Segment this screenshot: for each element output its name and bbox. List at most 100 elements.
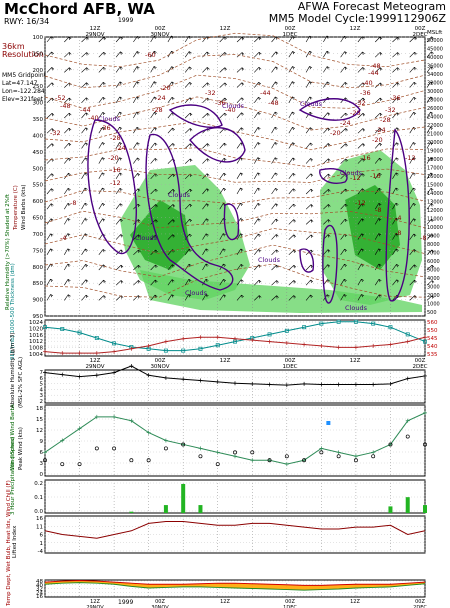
wind-barb xyxy=(374,218,382,225)
wind-barb xyxy=(288,219,296,225)
thickness-point xyxy=(129,346,134,351)
wind-barb xyxy=(392,37,400,43)
height-tick: 4000 xyxy=(427,276,440,282)
temp-label: -24 xyxy=(340,119,351,127)
wind-barb xyxy=(340,66,348,73)
wind-barb xyxy=(426,96,434,103)
wind-barb xyxy=(374,233,382,240)
wind-barb xyxy=(340,248,348,255)
wind-barb xyxy=(98,295,106,301)
wind-barb xyxy=(236,172,244,179)
temperature-line xyxy=(44,580,426,586)
wind-barb xyxy=(167,279,175,286)
time-label-top: 12Z xyxy=(350,26,361,32)
wind-barb xyxy=(374,187,382,195)
wind-barb xyxy=(184,278,192,286)
wind-barb xyxy=(81,157,88,164)
panel-frame-wind xyxy=(44,404,426,477)
peak-wind-point xyxy=(163,446,168,451)
wind-barb xyxy=(202,158,210,164)
precip-tick: 0.2 xyxy=(34,481,43,487)
slp-point xyxy=(405,332,410,337)
height-tick: 28000 xyxy=(427,98,443,104)
wind-barb xyxy=(254,96,261,103)
height-tick: 45000 xyxy=(427,47,443,53)
wind-barb xyxy=(409,111,417,119)
precip-bar xyxy=(405,497,410,513)
height-tick: 13000 xyxy=(427,200,443,206)
wind-speed-point xyxy=(353,454,358,459)
wind-barb xyxy=(357,67,365,73)
temp-label: -16 xyxy=(370,172,381,180)
wind-barb xyxy=(271,187,278,195)
wind-barb xyxy=(271,280,279,286)
temp-label: -40 xyxy=(88,114,99,122)
pressure-tick: 250 xyxy=(33,84,44,90)
slp-point xyxy=(284,328,289,333)
wind-barb xyxy=(305,279,314,286)
wind-tick: 9 xyxy=(40,439,44,445)
humidity-point xyxy=(302,381,307,386)
time-label-top: 00Z xyxy=(285,26,296,32)
cloud-label: Clouds xyxy=(300,100,323,108)
slp-tick: 1020 xyxy=(29,326,43,332)
wind-barb xyxy=(133,295,141,301)
pressure-tick: 350 xyxy=(33,117,44,123)
wind-barb xyxy=(271,203,279,210)
temp-label: -8 xyxy=(375,206,381,214)
wind-barb xyxy=(81,279,89,286)
thickness-point xyxy=(43,349,47,354)
wind-barb xyxy=(271,249,279,256)
wind-barb xyxy=(81,142,89,149)
wind-barb xyxy=(219,279,227,286)
wind-barb xyxy=(150,264,158,271)
wind-barb xyxy=(254,66,262,73)
height-tick: 21000 xyxy=(427,132,443,138)
temp-label: -40 xyxy=(225,106,236,114)
wind-barb xyxy=(150,279,158,286)
wind-barb xyxy=(46,294,54,301)
slp-point xyxy=(319,321,324,326)
wind-barb xyxy=(305,249,314,256)
cloud-label: Clouds xyxy=(345,304,368,312)
wind-barb xyxy=(46,113,55,119)
wind-barb xyxy=(288,36,296,43)
wind-barb xyxy=(184,51,192,58)
wind-barb xyxy=(409,96,417,103)
temp-tick: 48 xyxy=(36,579,43,585)
slp-tick: 1016 xyxy=(29,333,43,339)
wind-barb xyxy=(426,234,434,240)
height-tick: 19000 xyxy=(427,149,443,155)
wind-barb xyxy=(115,157,123,164)
cloud-outline xyxy=(322,224,338,304)
gridpoint-line-2: Lon=-122.284 xyxy=(2,88,45,95)
slp-point xyxy=(112,341,117,346)
wind-barb xyxy=(46,36,54,43)
time-label-mid: 00Z xyxy=(415,358,426,364)
height-tick: 22000 xyxy=(427,123,443,129)
wind-barb xyxy=(202,203,210,210)
wind-barb xyxy=(340,218,348,225)
wind-barb xyxy=(409,51,417,58)
wind-barb xyxy=(133,51,140,58)
wind-barb xyxy=(392,218,399,225)
temp-label: -12 xyxy=(405,154,416,162)
wind-barb xyxy=(236,248,244,255)
pressure-tick: 400 xyxy=(33,133,44,139)
wind-barb xyxy=(392,233,399,240)
temp-label: -48 xyxy=(268,99,279,107)
wind-barb xyxy=(150,142,158,149)
temp-label: -32 xyxy=(205,89,216,97)
slp-point xyxy=(198,346,203,351)
runway-label: RWY: 16/34 xyxy=(4,17,50,26)
wind-barb xyxy=(98,249,106,255)
height-tick: 50000 xyxy=(427,38,443,44)
wind-barb xyxy=(254,249,262,255)
temp-label: -12 xyxy=(355,199,366,207)
height-tick: 7000 xyxy=(427,251,440,257)
thickness-point xyxy=(233,336,237,341)
wind-barb xyxy=(81,97,89,104)
wind-barb xyxy=(236,187,244,195)
wind-barb xyxy=(340,112,348,119)
panel-frame-humidity xyxy=(44,369,426,404)
